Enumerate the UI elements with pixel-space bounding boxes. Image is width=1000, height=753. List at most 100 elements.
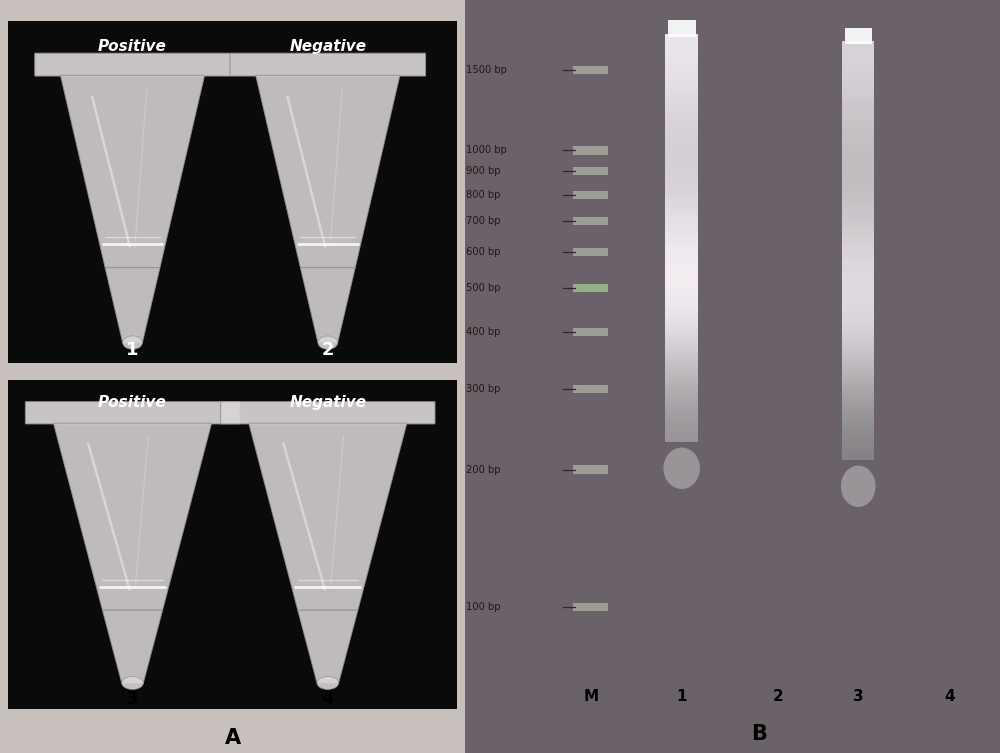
- Text: 500 bp: 500 bp: [466, 283, 501, 293]
- Polygon shape: [842, 372, 874, 376]
- Polygon shape: [842, 340, 874, 344]
- Polygon shape: [842, 446, 874, 450]
- Polygon shape: [842, 337, 874, 340]
- Polygon shape: [665, 154, 698, 157]
- Polygon shape: [665, 411, 698, 414]
- Polygon shape: [665, 188, 698, 191]
- Polygon shape: [842, 358, 874, 361]
- Polygon shape: [665, 120, 698, 123]
- Polygon shape: [665, 322, 698, 325]
- Text: 4: 4: [322, 690, 334, 708]
- Polygon shape: [665, 267, 698, 270]
- Polygon shape: [842, 108, 874, 111]
- Polygon shape: [842, 389, 874, 393]
- Text: 2: 2: [322, 341, 334, 359]
- Polygon shape: [842, 80, 874, 84]
- Polygon shape: [842, 270, 874, 273]
- Polygon shape: [842, 407, 874, 410]
- Polygon shape: [665, 257, 698, 261]
- Polygon shape: [573, 66, 608, 75]
- Polygon shape: [842, 383, 874, 386]
- Polygon shape: [842, 431, 874, 435]
- Polygon shape: [665, 89, 698, 92]
- Polygon shape: [842, 41, 874, 45]
- Polygon shape: [842, 397, 874, 400]
- Polygon shape: [665, 380, 698, 383]
- Polygon shape: [665, 376, 698, 380]
- Polygon shape: [665, 133, 698, 137]
- Polygon shape: [665, 394, 698, 398]
- Polygon shape: [665, 85, 698, 89]
- Text: 200 bp: 200 bp: [466, 465, 501, 474]
- Polygon shape: [842, 172, 874, 175]
- Polygon shape: [465, 0, 1000, 753]
- Polygon shape: [842, 376, 874, 379]
- Polygon shape: [842, 98, 874, 101]
- Polygon shape: [842, 334, 874, 337]
- Polygon shape: [842, 456, 874, 460]
- Polygon shape: [665, 325, 698, 329]
- Polygon shape: [665, 47, 698, 51]
- Text: 1: 1: [676, 689, 687, 704]
- Polygon shape: [102, 610, 163, 683]
- Polygon shape: [665, 349, 698, 352]
- Polygon shape: [8, 21, 457, 363]
- Polygon shape: [665, 270, 698, 274]
- Polygon shape: [665, 137, 698, 140]
- Polygon shape: [665, 195, 698, 199]
- Polygon shape: [665, 102, 698, 106]
- Polygon shape: [665, 391, 698, 394]
- Polygon shape: [842, 379, 874, 383]
- Polygon shape: [573, 465, 608, 474]
- Polygon shape: [842, 291, 874, 294]
- Polygon shape: [665, 301, 698, 305]
- Polygon shape: [842, 450, 874, 453]
- Polygon shape: [665, 281, 698, 284]
- Polygon shape: [665, 116, 698, 120]
- Polygon shape: [842, 249, 874, 252]
- Polygon shape: [842, 224, 874, 228]
- Polygon shape: [842, 453, 874, 456]
- Polygon shape: [842, 218, 874, 221]
- Polygon shape: [665, 346, 698, 349]
- Polygon shape: [573, 167, 608, 175]
- Text: Negative: Negative: [289, 395, 366, 410]
- Text: 4: 4: [944, 689, 954, 704]
- Polygon shape: [573, 191, 608, 199]
- Polygon shape: [842, 355, 874, 358]
- Text: 100 bp: 100 bp: [466, 602, 501, 612]
- Polygon shape: [665, 44, 698, 47]
- Polygon shape: [665, 298, 698, 301]
- Polygon shape: [842, 48, 874, 52]
- Polygon shape: [842, 133, 874, 136]
- Polygon shape: [842, 298, 874, 302]
- Polygon shape: [842, 157, 874, 161]
- Polygon shape: [665, 398, 698, 401]
- Polygon shape: [256, 75, 400, 268]
- Polygon shape: [665, 96, 698, 99]
- Polygon shape: [665, 261, 698, 264]
- Polygon shape: [842, 182, 874, 186]
- Polygon shape: [842, 414, 874, 418]
- Polygon shape: [842, 115, 874, 119]
- Polygon shape: [842, 84, 874, 87]
- Polygon shape: [665, 414, 698, 418]
- Polygon shape: [665, 168, 698, 171]
- Polygon shape: [665, 171, 698, 175]
- Polygon shape: [842, 365, 874, 368]
- Polygon shape: [665, 274, 698, 277]
- Polygon shape: [842, 200, 874, 203]
- Polygon shape: [842, 62, 874, 66]
- Text: 300 bp: 300 bp: [466, 384, 500, 395]
- Text: Positive: Positive: [98, 395, 167, 410]
- Polygon shape: [842, 323, 874, 326]
- Polygon shape: [842, 260, 874, 263]
- Polygon shape: [665, 160, 698, 164]
- Polygon shape: [665, 367, 698, 370]
- Polygon shape: [842, 122, 874, 126]
- Polygon shape: [842, 267, 874, 270]
- Polygon shape: [60, 75, 205, 268]
- Text: 2: 2: [773, 689, 783, 704]
- FancyBboxPatch shape: [35, 53, 230, 76]
- Polygon shape: [842, 90, 874, 94]
